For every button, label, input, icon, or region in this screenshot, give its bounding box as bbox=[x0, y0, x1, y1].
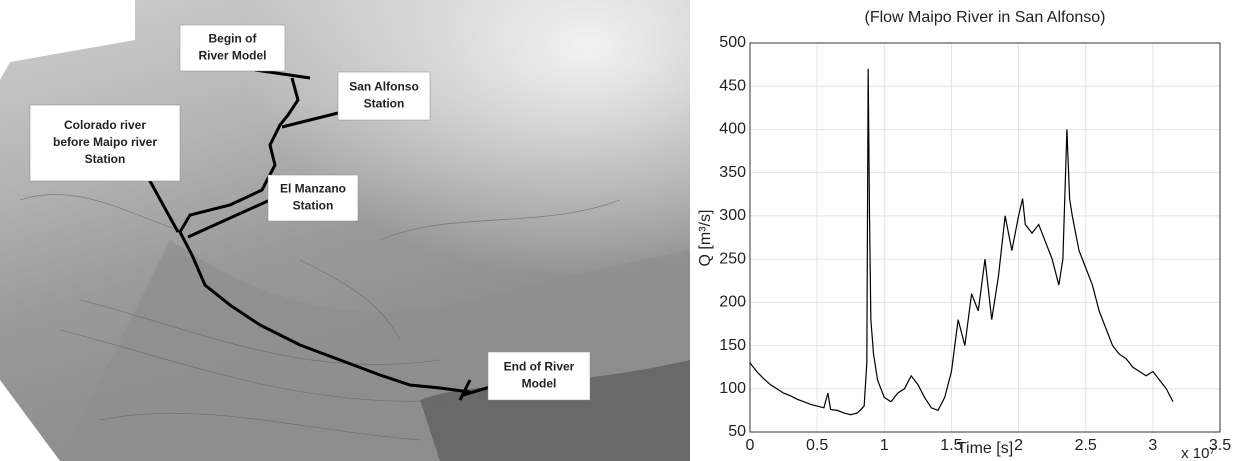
label-box bbox=[267, 174, 359, 222]
y-tick-label: 250 bbox=[719, 250, 746, 267]
y-tick-label: 450 bbox=[719, 77, 746, 94]
x-tick-label: 0.5 bbox=[806, 437, 828, 454]
chart: (Flow Maipo River in San Alfonso) Time [… bbox=[697, 9, 1231, 461]
label-text: End of River bbox=[504, 360, 575, 374]
y-tick-label: 200 bbox=[719, 294, 746, 311]
map-blank bbox=[0, 380, 60, 461]
y-tick-label: 50 bbox=[728, 423, 746, 440]
map: Begin of River Model San Alfonso Station Col… bbox=[0, 0, 690, 461]
x-tick-label: 2.5 bbox=[1075, 437, 1097, 454]
label-text: Begin of bbox=[209, 32, 258, 46]
label-arrows bbox=[143, 68, 498, 401]
river bbox=[178, 77, 471, 394]
x-axis-label: Time [s] bbox=[957, 440, 1013, 457]
label-text: Model bbox=[522, 377, 557, 391]
label-text: River Model bbox=[198, 49, 266, 63]
label-text: Station bbox=[293, 199, 334, 213]
label-text: Station bbox=[85, 152, 126, 166]
y-axis-label: Q [m³/s] bbox=[697, 210, 714, 267]
y-tick-label: 150 bbox=[719, 337, 746, 354]
label-text: El Manzano bbox=[280, 182, 346, 196]
label-box bbox=[29, 104, 181, 182]
y-tick-label: 300 bbox=[719, 207, 746, 224]
x-tick-label: 1 bbox=[880, 437, 889, 454]
x-tick-label: 0 bbox=[746, 437, 755, 454]
map-labels: Begin of River Model San Alfonso Station Col… bbox=[29, 24, 591, 401]
label-box bbox=[487, 351, 591, 401]
map-contours bbox=[19, 194, 621, 441]
label-text: Colorado river bbox=[64, 118, 146, 132]
x-tick-label: 3.5 bbox=[1209, 437, 1231, 454]
x-multiplier: x 10⁷ bbox=[1181, 445, 1215, 461]
map-blank bbox=[0, 0, 135, 80]
label-box bbox=[337, 71, 431, 121]
x-tick-label: 1.5 bbox=[940, 437, 962, 454]
label-text: San Alfonso bbox=[349, 80, 419, 94]
x-tick-label: 3 bbox=[1148, 437, 1157, 454]
flow-line bbox=[749, 68, 1174, 416]
plot-frame bbox=[749, 42, 1221, 433]
label-text: Station bbox=[364, 97, 405, 111]
label-box bbox=[179, 24, 286, 72]
y-tick-label: 400 bbox=[719, 121, 746, 138]
x-tick-label: 2 bbox=[1014, 437, 1023, 454]
y-tick-label: 100 bbox=[719, 380, 746, 397]
map-hills bbox=[420, 360, 690, 461]
label-text: before Maipo river bbox=[53, 135, 157, 149]
plot-area bbox=[750, 43, 1220, 432]
y-tick-label: 500 bbox=[719, 34, 746, 51]
y-tick-label: 350 bbox=[719, 164, 746, 181]
chart-title: (Flow Maipo River in San Alfonso) bbox=[865, 9, 1106, 26]
